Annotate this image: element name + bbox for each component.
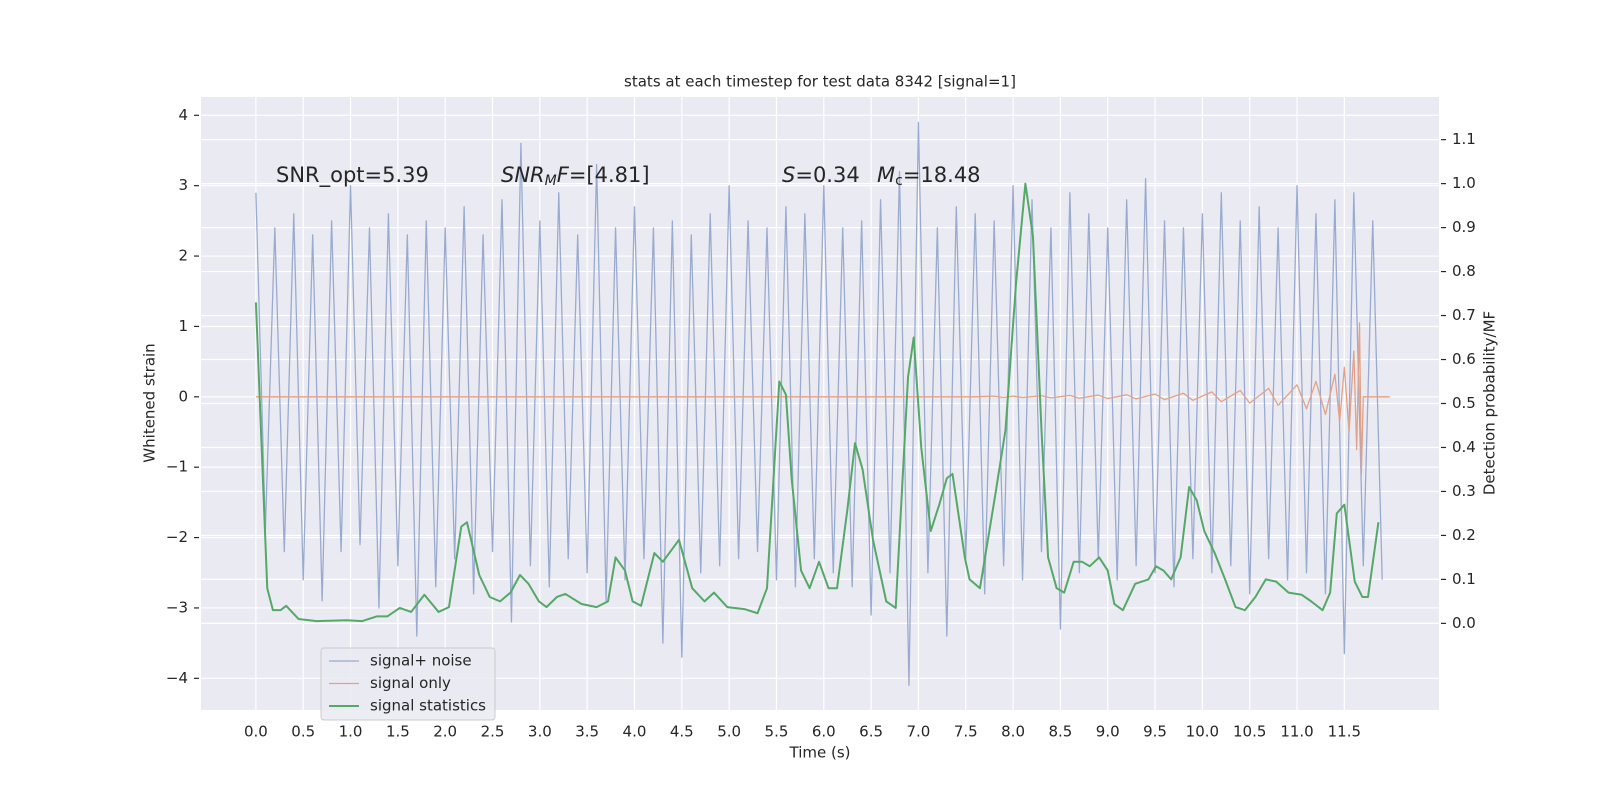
annotation-part: c [895, 173, 903, 189]
y2-tick-label: 1.0 [1452, 174, 1476, 192]
x-tick-label: 8.5 [1048, 723, 1072, 741]
series-line [255, 322, 1390, 475]
legend: signal+ noise signal only signal statistic… [320, 647, 496, 721]
x-tick-label: 7.5 [954, 723, 978, 741]
x-tick-label: 6.0 [812, 723, 836, 741]
series-line [255, 121, 1383, 687]
annotation-part: SNR [501, 163, 545, 187]
annotation: SNRMF=[4.81] [501, 163, 650, 189]
annotation: Mc=18.48 [877, 163, 981, 189]
y2-tick-label: 0.0 [1452, 614, 1476, 632]
y-tick-label: −2 [166, 528, 188, 546]
annotation-part: =0.34 [795, 163, 859, 187]
x-tick-label: 4.0 [623, 723, 647, 741]
y2-axis-label: Detection probability/MF [1481, 311, 1499, 495]
y2-tick-label: 0.4 [1452, 438, 1476, 456]
x-tick-label: 1.0 [339, 723, 363, 741]
x-tick-label: 1.5 [386, 723, 410, 741]
annotation-part: F [557, 163, 570, 187]
legend-label: signal statistics [370, 697, 486, 715]
y-tick-label: 2 [178, 247, 188, 265]
y2-tick-label: 0.7 [1452, 306, 1476, 324]
x-tick-label: 0.5 [291, 723, 315, 741]
y2-tick-label: 0.8 [1452, 262, 1476, 280]
x-tick-label: 4.5 [670, 723, 694, 741]
y2-tick-label: 0.9 [1452, 218, 1476, 236]
x-tick-label: 0.0 [244, 723, 268, 741]
y-tick-label: 1 [178, 317, 188, 335]
legend-label: signal+ noise [370, 652, 472, 670]
y2-tick-label: 1.1 [1452, 130, 1476, 148]
y-tick-label: −1 [166, 458, 188, 476]
annotation-part: M [877, 163, 895, 187]
x-tick-label: 10.5 [1233, 723, 1266, 741]
y-tick-label: −3 [166, 598, 188, 616]
y-tick-label: 4 [178, 106, 188, 124]
x-tick-label: 7.0 [907, 723, 931, 741]
annotation: SNR_opt=5.39 [276, 163, 429, 188]
chart-title: stats at each timestep for test data 834… [624, 73, 1016, 91]
y-axis-label: Whitened strain [141, 343, 159, 462]
x-tick-label: 9.0 [1096, 723, 1120, 741]
y-tick-label: 3 [178, 176, 188, 194]
marks [254, 121, 1390, 687]
x-tick-label: 6.5 [859, 723, 883, 741]
y2-tick-label: 0.2 [1452, 526, 1476, 544]
y2-tick-label: 0.1 [1452, 570, 1476, 588]
x-tick-label: 9.5 [1143, 723, 1167, 741]
annotation-part: =18.48 [903, 163, 981, 187]
y-tick-label: 0 [178, 387, 188, 405]
annotation-part: M [545, 173, 557, 189]
y2-tick-label: 0.3 [1452, 482, 1476, 500]
annotation-part: S [782, 163, 795, 187]
y2-tick-label: 0.5 [1452, 394, 1476, 412]
x-tick-label: 10.0 [1186, 723, 1219, 741]
y-tick-label: −4 [166, 669, 188, 687]
x-tick-label: 3.0 [528, 723, 552, 741]
x-tick-label: 3.5 [575, 723, 599, 741]
legend-box [320, 647, 496, 721]
x-tick-label: 5.5 [765, 723, 789, 741]
x-tick-label: 2.5 [481, 723, 505, 741]
series-line [254, 182, 1380, 623]
x-tick-label: 11.5 [1328, 723, 1361, 741]
annotation: S=0.34 [782, 163, 860, 187]
x-axis-label: Time (s) [789, 744, 851, 762]
labels: 0.0 0.5 1.0 1.5 2.0 2.5 3.0 3.5 4.0 4.5 5.0 5.5 6.0 6… [166, 106, 1476, 741]
x-tick-label: 8.0 [1001, 723, 1025, 741]
y2-tick-label: 0.6 [1452, 350, 1476, 368]
annotation-part: SNR_opt=5.39 [276, 163, 429, 188]
x-tick-label: 11.0 [1280, 723, 1313, 741]
x-tick-label: 5.0 [717, 723, 741, 741]
legend-label: signal only [370, 674, 451, 692]
x-tick-label: 2.0 [433, 723, 457, 741]
annotation-part: =[4.81] [569, 163, 650, 187]
